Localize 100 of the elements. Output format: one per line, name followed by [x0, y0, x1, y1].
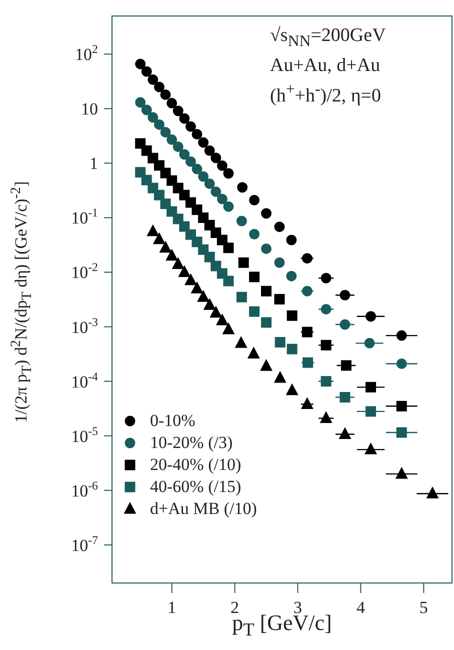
point: [286, 310, 298, 321]
point: [366, 406, 376, 417]
point: [302, 326, 312, 338]
point: [261, 243, 272, 254]
point: [222, 323, 234, 334]
point: [185, 156, 196, 167]
point: [153, 233, 165, 244]
point: [160, 126, 171, 138]
point: [191, 282, 203, 294]
legend-label: 20-40% (/10): [150, 454, 242, 476]
point: [274, 294, 285, 304]
x-tick-label: 3: [293, 598, 302, 617]
point: [286, 384, 298, 396]
point: [320, 304, 332, 314]
y-tick-label: 10$^{-4}$: [71, 369, 98, 392]
point: [261, 317, 272, 328]
point: [302, 253, 312, 264]
point: [396, 400, 407, 412]
point: [223, 168, 234, 179]
y-tick-label: 10$^{-5}$: [71, 424, 98, 446]
annotation: (h$^{+}$+h$^{-}$)/2, η=0: [270, 80, 382, 108]
point: [366, 311, 376, 322]
point: [396, 427, 407, 438]
y-tick-label: 10$^{-2}$: [71, 260, 98, 282]
point: [141, 66, 152, 77]
point: [198, 212, 209, 223]
point: [210, 227, 222, 238]
point: [260, 360, 272, 371]
y-tick-label: 10$^{-7}$: [71, 532, 98, 555]
point: [210, 152, 222, 164]
point: [236, 292, 247, 302]
point: [286, 270, 297, 282]
point: [396, 468, 408, 479]
y-tick-label: 10$^{2}$: [75, 42, 98, 64]
point: [396, 358, 407, 369]
point: [274, 372, 286, 383]
point: [364, 338, 375, 348]
point: [210, 306, 222, 318]
point: [172, 258, 184, 270]
point: [320, 412, 332, 424]
point: [216, 160, 228, 171]
point: [339, 428, 351, 439]
point: [286, 234, 297, 246]
x-tick-label: 5: [419, 598, 428, 617]
point: [340, 392, 350, 402]
point: [141, 104, 152, 116]
point: [198, 290, 210, 302]
point: [141, 174, 152, 186]
point: [204, 220, 215, 230]
point: [236, 216, 247, 226]
point: [198, 244, 209, 255]
point: [216, 268, 228, 279]
point: [178, 266, 190, 277]
point: [274, 257, 285, 268]
point: [238, 257, 249, 268]
point: [154, 160, 164, 171]
point: [301, 398, 313, 409]
point: [340, 319, 350, 330]
point: [204, 178, 215, 189]
point: [340, 360, 352, 371]
y-tick-label: 10$^{-6}$: [71, 478, 98, 500]
point: [179, 221, 190, 232]
point: [185, 121, 196, 132]
point: [204, 145, 215, 156]
point: [261, 286, 272, 296]
point: [204, 298, 216, 310]
point: [135, 167, 146, 178]
point: [261, 208, 272, 219]
point: [365, 443, 377, 454]
point: [172, 106, 184, 116]
point: [192, 204, 202, 215]
point: [366, 382, 376, 392]
point: [249, 228, 260, 240]
y-tick-label: 10$^{-1}$: [71, 206, 98, 228]
legend-label: 10-20% (/3): [150, 432, 233, 454]
point: [166, 134, 178, 145]
point: [216, 314, 228, 326]
point: [154, 190, 164, 200]
point: [223, 276, 234, 286]
point: [166, 175, 178, 186]
point: [249, 272, 260, 282]
point: [192, 236, 202, 248]
y-tick-label: 10$^{-3}$: [71, 314, 98, 337]
annotation: √s$_{NN}$=200GeV: [270, 24, 386, 52]
x-tick-label: 4: [356, 598, 366, 617]
point: [172, 142, 184, 152]
point: [160, 89, 171, 100]
point: [286, 344, 298, 354]
point: [198, 171, 209, 182]
point: [148, 112, 158, 123]
point: [248, 348, 260, 358]
point: [320, 340, 332, 350]
point: [274, 337, 286, 348]
point: [216, 234, 228, 246]
y-tick-label: 1: [90, 154, 98, 174]
point: [320, 376, 332, 387]
point: [320, 272, 332, 284]
point: [249, 194, 260, 206]
point: [235, 336, 247, 348]
x-tick-label: 1: [168, 598, 176, 617]
